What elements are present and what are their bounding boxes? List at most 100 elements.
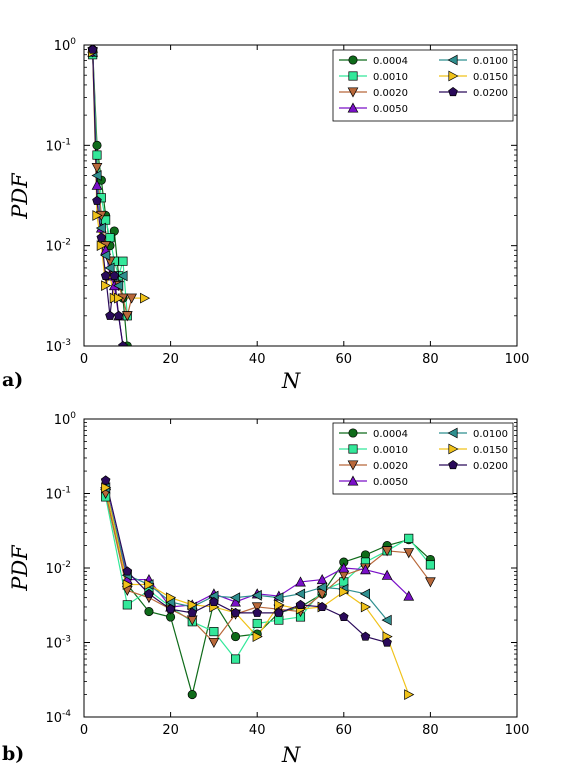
data-point-0.0200 — [118, 340, 128, 346]
data-point-0.0150 — [96, 240, 107, 252]
data-point-0.0200 — [360, 631, 371, 641]
data-point-0.0200 — [105, 310, 115, 320]
data-point-0.0200 — [122, 566, 133, 576]
legend-label: 0.0200 — [473, 88, 508, 99]
legend-box — [332, 49, 514, 122]
plot-area — [87, 45, 151, 346]
data-point-0.0010 — [404, 533, 414, 543]
data-point-0.0200 — [100, 270, 111, 280]
data-point-0.0050 — [360, 564, 371, 575]
legend-label: 0.0050 — [373, 104, 408, 115]
data-point-0.0100 — [273, 592, 284, 604]
data-point-0.0020 — [425, 577, 436, 588]
data-point-0.0150 — [187, 599, 198, 611]
legend: 0.0004 0.0010 0.0020 0.0050 0.0100 0.0150 0.02… — [332, 422, 514, 495]
data-point-0.0200 — [100, 475, 111, 485]
data-point-0.0050 — [381, 569, 393, 580]
data-point-0.0200 — [252, 607, 262, 617]
y-axis-label: PDF — [8, 172, 32, 220]
data-point-0.0020 — [403, 548, 415, 559]
data-point-0.0010 — [122, 600, 132, 610]
data-point-0.0010 — [92, 150, 102, 160]
legend-marker — [347, 102, 359, 113]
plot-area — [100, 475, 436, 700]
data-point-0.0010 — [252, 618, 262, 629]
data-point-0.0200 — [144, 588, 154, 598]
data-point-0.0050 — [338, 562, 350, 573]
data-point-0.0150 — [114, 292, 125, 304]
data-point-0.0050 — [295, 576, 306, 587]
x-tick-label: 20 — [162, 723, 179, 738]
x-tick-label: 0 — [80, 723, 88, 738]
data-point-0.0150 — [339, 586, 350, 598]
data-point-0.0150 — [252, 631, 263, 642]
data-point-0.0100 — [251, 589, 262, 601]
data-point-0.0100 — [104, 262, 115, 274]
data-point-0.0150 — [101, 280, 112, 291]
legend-label: 0.0010 — [373, 445, 408, 456]
data-point-0.0100 — [95, 222, 106, 234]
legend-label: 0.0020 — [373, 461, 408, 472]
data-point-0.0150 — [404, 689, 415, 700]
data-point-0.0020 — [208, 637, 220, 649]
y-axis-label: PDF — [8, 544, 32, 592]
y-tick-label: 10-1 — [45, 137, 71, 154]
legend-label: 0.0020 — [373, 88, 408, 99]
data-point-0.0150 — [101, 482, 112, 493]
y-tick-label: 10-3 — [45, 635, 71, 652]
data-point-0.0150 — [360, 601, 371, 613]
y-tick-label: 10-2 — [45, 238, 71, 255]
legend-label: 0.0004 — [373, 429, 408, 440]
x-tick-label: 100 — [505, 723, 530, 738]
data-point-0.0200 — [96, 232, 107, 242]
legend: 0.0004 0.0010 0.0020 0.0050 0.0100 0.0150 0.02… — [332, 49, 514, 122]
legend-marker — [448, 70, 459, 82]
data-point-0.0200 — [92, 195, 102, 205]
data-point-0.0200 — [382, 637, 392, 647]
legend-marker — [348, 444, 358, 454]
data-point-0.0020 — [381, 546, 393, 557]
data-point-0.0020 — [126, 293, 138, 304]
data-point-0.0100 — [316, 581, 327, 593]
legend-label: 0.0010 — [373, 72, 408, 83]
data-point-0.0200 — [230, 607, 241, 617]
x-axis-label: N — [281, 369, 301, 393]
legend-marker — [348, 55, 358, 65]
legend-marker — [347, 475, 359, 486]
chart-panel-a: 0 20 40 60 80 10010-310-210-1100NPDFa)0.00040… — [2, 37, 529, 393]
data-point-0.0150 — [166, 592, 177, 604]
x-tick-label: 100 — [505, 352, 530, 367]
series-line-0.0020 — [105, 493, 431, 644]
data-point-0.0004 — [92, 140, 102, 150]
axes-frame — [83, 44, 518, 347]
data-point-0.0010 — [231, 654, 241, 664]
y-tick-label: 10-4 — [45, 709, 71, 726]
data-point-0.0200 — [109, 270, 120, 280]
data-point-0.0200 — [87, 45, 98, 54]
data-point-0.0100 — [113, 280, 124, 291]
legend-marker — [448, 86, 458, 97]
legend-label: 0.0050 — [373, 477, 408, 488]
data-point-0.0004 — [144, 607, 154, 617]
data-point-0.0020 — [91, 163, 103, 174]
data-point-0.0100 — [91, 170, 102, 181]
series-line-0.0004 — [105, 493, 431, 695]
panel-label: b) — [2, 743, 24, 765]
data-point-0.0100 — [381, 614, 392, 626]
legend-label: 0.0150 — [473, 72, 508, 83]
data-point-0.0050 — [316, 573, 328, 585]
x-tick-label: 80 — [422, 723, 439, 738]
data-point-0.0050 — [91, 179, 103, 190]
data-point-0.0100 — [117, 270, 128, 282]
data-point-0.0200 — [295, 599, 306, 609]
chart-panel-b: 0 20 40 60 80 100 10-4 10-3 10-2 10-1 100 N PDF b) 0.0… — [2, 411, 529, 767]
series-line-0.0010 — [105, 496, 431, 661]
legend-marker — [448, 443, 459, 455]
legend-marker — [447, 54, 458, 66]
legend-marker — [348, 71, 358, 81]
x-axis-label: N — [281, 743, 301, 767]
data-point-0.0020 — [251, 602, 263, 613]
data-point-0.0100 — [100, 250, 111, 261]
legend-marker — [348, 428, 358, 438]
data-point-0.0150 — [92, 210, 103, 221]
